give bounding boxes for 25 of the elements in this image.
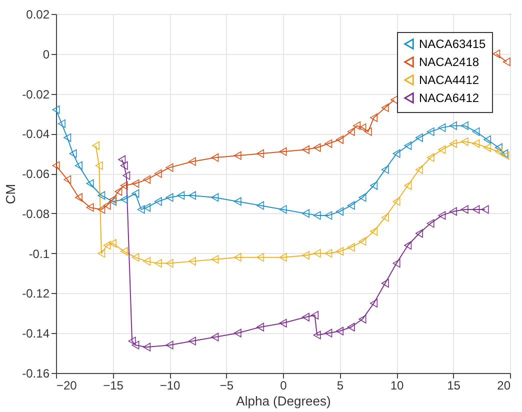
y-tick-label: -0.1 (28, 246, 50, 261)
legend-label: NACA2418 (419, 55, 480, 69)
y-tick-label: -0.04 (22, 127, 50, 142)
y-tick-label: -0.14 (22, 326, 50, 341)
x-axis-title: Alpha (Degrees) (236, 394, 331, 408)
legend-label: NACA63415 (419, 37, 486, 51)
x-tick-label: −15 (103, 378, 124, 392)
legend-label: NACA6412 (419, 91, 480, 105)
x-tick-label: 5 (336, 378, 344, 392)
y-tick-label: 0 (42, 47, 50, 62)
x-tick-label: −5 (220, 378, 234, 392)
x-tick-label: −10 (160, 378, 180, 392)
y-tick-label: 0.02 (26, 8, 50, 22)
x-tick-label: 15 (447, 378, 461, 392)
y-tick-label: -0.06 (22, 167, 50, 182)
x-tick-label: 20 (497, 378, 511, 392)
y-tick-label: -0.02 (22, 87, 50, 102)
x-tick-label: 10 (390, 378, 404, 392)
y-tick-label: -0.08 (22, 206, 50, 221)
legend-label: NACA4412 (419, 73, 480, 87)
y-axis-title: CM (3, 184, 18, 204)
y-tick-label: -0.16 (22, 366, 50, 380)
y-tick-label: -0.12 (22, 286, 50, 301)
x-tick-label: −20 (56, 378, 78, 392)
x-tick-label: 0 (280, 378, 288, 392)
